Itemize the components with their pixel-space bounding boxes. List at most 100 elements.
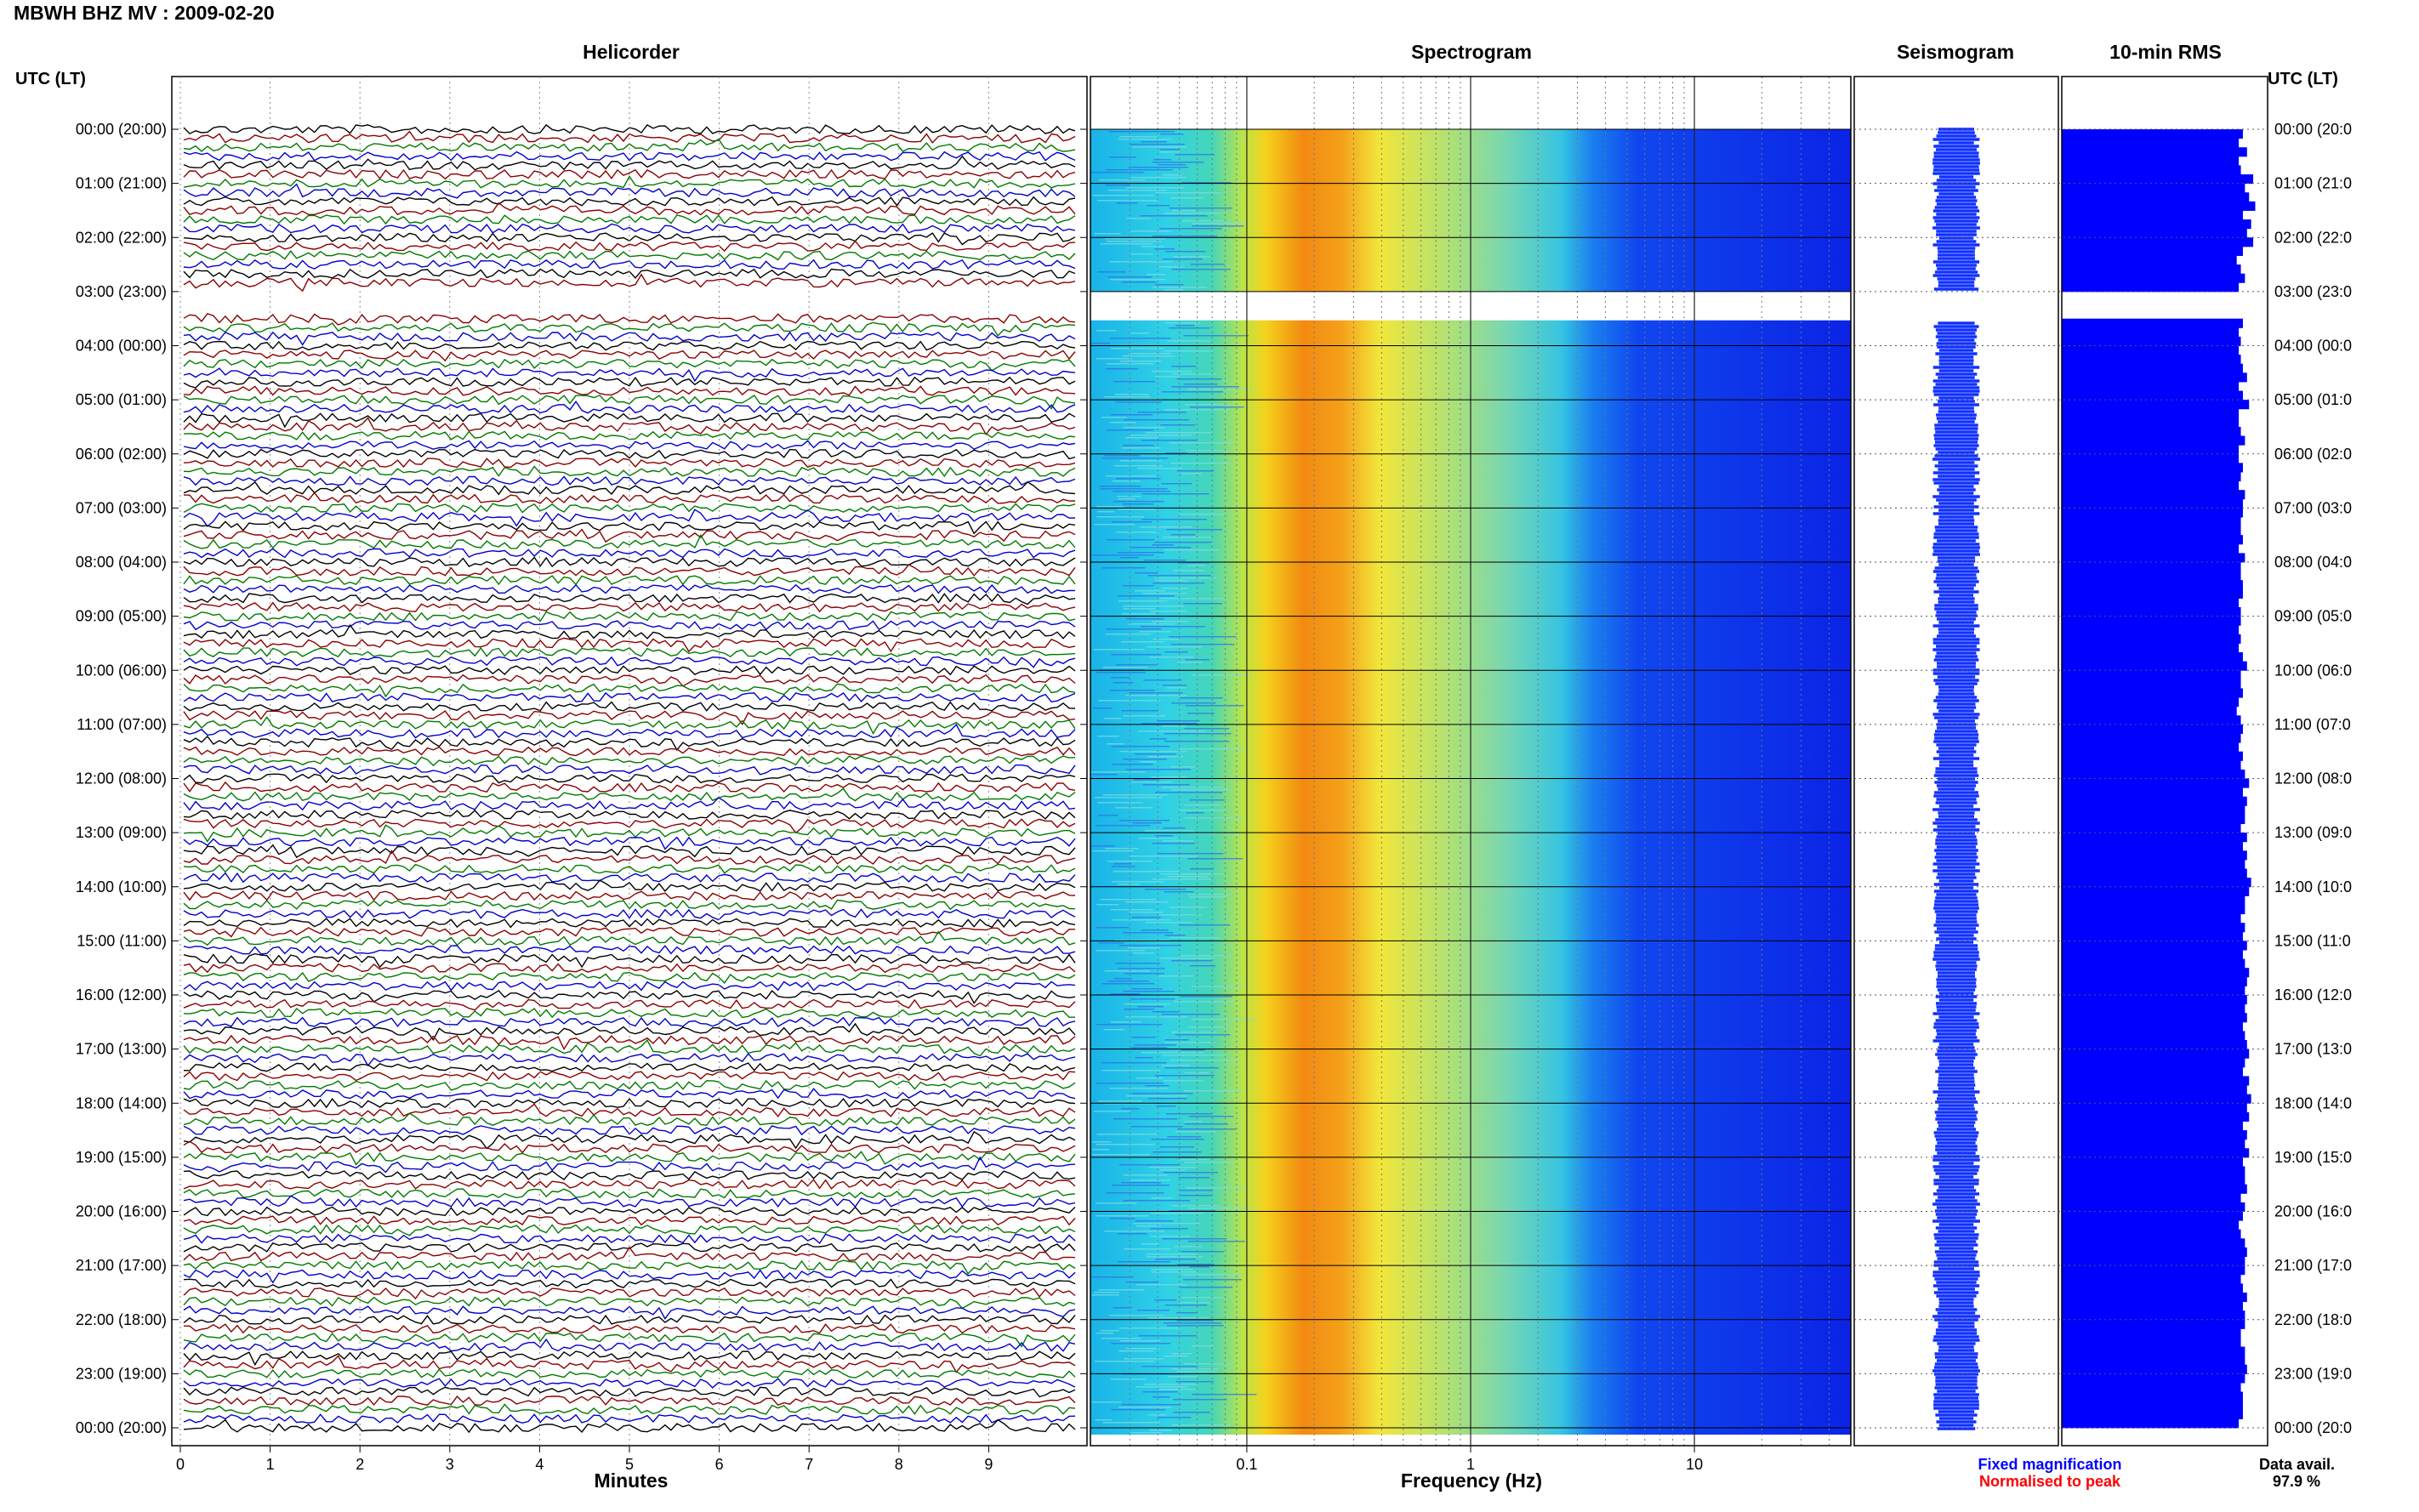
spectrogram-streak bbox=[1188, 833, 1242, 834]
spectrogram-streak bbox=[1098, 1289, 1145, 1291]
rms-bar bbox=[2062, 426, 2241, 437]
helicorder-x-tick-label: 3 bbox=[446, 1456, 454, 1473]
spectrogram-streak bbox=[1105, 169, 1173, 171]
spectrogram-streak bbox=[1130, 1432, 1162, 1434]
spectrogram-streak bbox=[1117, 1233, 1147, 1235]
helicorder-trace bbox=[183, 183, 1076, 199]
spectrogram-streak bbox=[1186, 450, 1229, 452]
spectrogram-streak bbox=[1118, 1350, 1154, 1352]
spectrogram-streak bbox=[1178, 1177, 1210, 1179]
spectrogram-streak bbox=[1161, 1065, 1191, 1066]
helicorder-trace bbox=[183, 710, 1076, 726]
rms-bar bbox=[2062, 129, 2243, 139]
spectrogram-streak bbox=[1117, 552, 1164, 554]
y-tick-label-left: 06:00 (02:00) bbox=[76, 446, 167, 463]
y-tick-label-right: 09:00 (05:0 bbox=[2274, 608, 2352, 625]
spectrogram-streak bbox=[1157, 1417, 1192, 1418]
spectrogram-streak bbox=[1139, 631, 1172, 633]
spectrogram-x-tick-label: 1 bbox=[1466, 1456, 1475, 1473]
spectrogram-streak bbox=[1091, 1294, 1119, 1296]
spectrogram-streak bbox=[1112, 480, 1141, 482]
spectrogram-streak bbox=[1147, 756, 1184, 758]
rms-bar bbox=[2062, 995, 2247, 1005]
spectrogram-streak bbox=[1136, 1225, 1161, 1227]
spectrogram-streak bbox=[1109, 422, 1136, 423]
spectrogram-streak bbox=[1113, 682, 1134, 684]
spectrogram-streak bbox=[1190, 868, 1214, 870]
rms-bar bbox=[2062, 1166, 2245, 1176]
spectrogram-streak bbox=[1102, 667, 1149, 668]
spectrogram-streak bbox=[1192, 225, 1244, 227]
helicorder-trace bbox=[183, 123, 1076, 135]
rms-bar bbox=[2062, 471, 2241, 482]
spectrogram-streak bbox=[1163, 1172, 1218, 1174]
spectrogram-streak bbox=[1164, 322, 1201, 324]
spectrogram-streak bbox=[1125, 769, 1191, 770]
spectrogram-streak bbox=[1169, 937, 1220, 939]
spectrogram-streak bbox=[1184, 817, 1243, 819]
spectrogram-streak bbox=[1092, 1149, 1110, 1151]
rms-bar bbox=[2062, 526, 2241, 536]
rms-bar bbox=[2062, 688, 2243, 698]
spectrogram-streak bbox=[1131, 917, 1161, 918]
spectrogram-streak bbox=[1158, 914, 1202, 916]
helicorder-trace bbox=[183, 637, 1076, 653]
helicorder-trace bbox=[183, 1140, 1076, 1154]
spectrogram-streak bbox=[1151, 1139, 1204, 1140]
rms-bar bbox=[2062, 1328, 2241, 1339]
spectrogram-streak bbox=[1155, 284, 1184, 286]
spectrogram-streak bbox=[1141, 519, 1208, 520]
spectrogram-streak bbox=[1122, 503, 1154, 505]
y-tick-label-right: 22:00 (18:0 bbox=[2274, 1311, 2352, 1328]
y-tick-label-right: 23:00 (19:0 bbox=[2274, 1365, 2352, 1382]
helicorder-trace bbox=[183, 701, 1076, 712]
spectrogram-streak bbox=[1158, 266, 1184, 268]
spectrogram-streak bbox=[1123, 608, 1156, 610]
spectrogram-streak bbox=[1183, 603, 1222, 605]
helicorder-trace bbox=[183, 844, 1076, 859]
spectrogram-streak bbox=[1103, 1029, 1125, 1031]
helicorder-x-tick-label: 4 bbox=[535, 1456, 544, 1473]
spectrogram-streak bbox=[1094, 1292, 1120, 1293]
spectrogram-streak bbox=[1119, 361, 1162, 362]
spectrogram-streak bbox=[1097, 802, 1143, 804]
rms-bar bbox=[2062, 363, 2243, 373]
spectrogram-streak bbox=[1151, 1271, 1198, 1273]
rms-bar bbox=[2062, 1382, 2241, 1393]
y-tick-label-right: 20:00 (16:0 bbox=[2274, 1203, 2352, 1220]
spectrogram-streak bbox=[1145, 922, 1193, 924]
rms-bar bbox=[2062, 580, 2243, 590]
spectrogram-streak bbox=[1164, 1042, 1215, 1043]
spectrogram-streak bbox=[1178, 924, 1231, 926]
spectrogram-streak bbox=[1125, 695, 1187, 696]
spectrogram-streak bbox=[1107, 190, 1167, 191]
helicorder-trace bbox=[183, 989, 1076, 1004]
spectrogram-streak bbox=[1154, 542, 1211, 543]
spectrogram-streak bbox=[1098, 700, 1161, 702]
spectrogram-streak bbox=[1125, 618, 1164, 620]
spectrogram-streak bbox=[1133, 779, 1160, 781]
spectrogram-streak bbox=[1136, 1284, 1187, 1286]
spectrogram-streak bbox=[1144, 830, 1195, 832]
y-tick-label-left: 17:00 (13:00) bbox=[76, 1041, 167, 1058]
spectrogram-streak bbox=[1180, 996, 1232, 998]
spectrogram-streak bbox=[1128, 167, 1189, 168]
spectrogram-streak bbox=[1096, 1024, 1163, 1026]
spectrogram-streak bbox=[1152, 371, 1192, 372]
spectrogram-streak bbox=[1096, 904, 1119, 906]
helicorder-trace bbox=[183, 1061, 1076, 1073]
spectrogram-streak bbox=[1115, 401, 1162, 403]
spectrogram-streak bbox=[1096, 516, 1145, 518]
spectrogram-streak bbox=[1181, 1297, 1225, 1299]
spectrogram-streak bbox=[1176, 662, 1203, 663]
spectrogram-streak bbox=[1162, 725, 1186, 727]
spectrogram-streak bbox=[1150, 1236, 1191, 1237]
spectrogram-streak bbox=[1176, 1320, 1214, 1322]
spectrogram-streak bbox=[1112, 919, 1171, 921]
spectrogram-streak bbox=[1158, 164, 1187, 166]
spectrogram-streak bbox=[1181, 182, 1232, 184]
rms-bar bbox=[2062, 715, 2241, 725]
spectrogram-streak bbox=[1161, 787, 1227, 788]
spectrogram-streak bbox=[1096, 825, 1151, 827]
spectrogram-streak bbox=[1181, 1049, 1205, 1051]
